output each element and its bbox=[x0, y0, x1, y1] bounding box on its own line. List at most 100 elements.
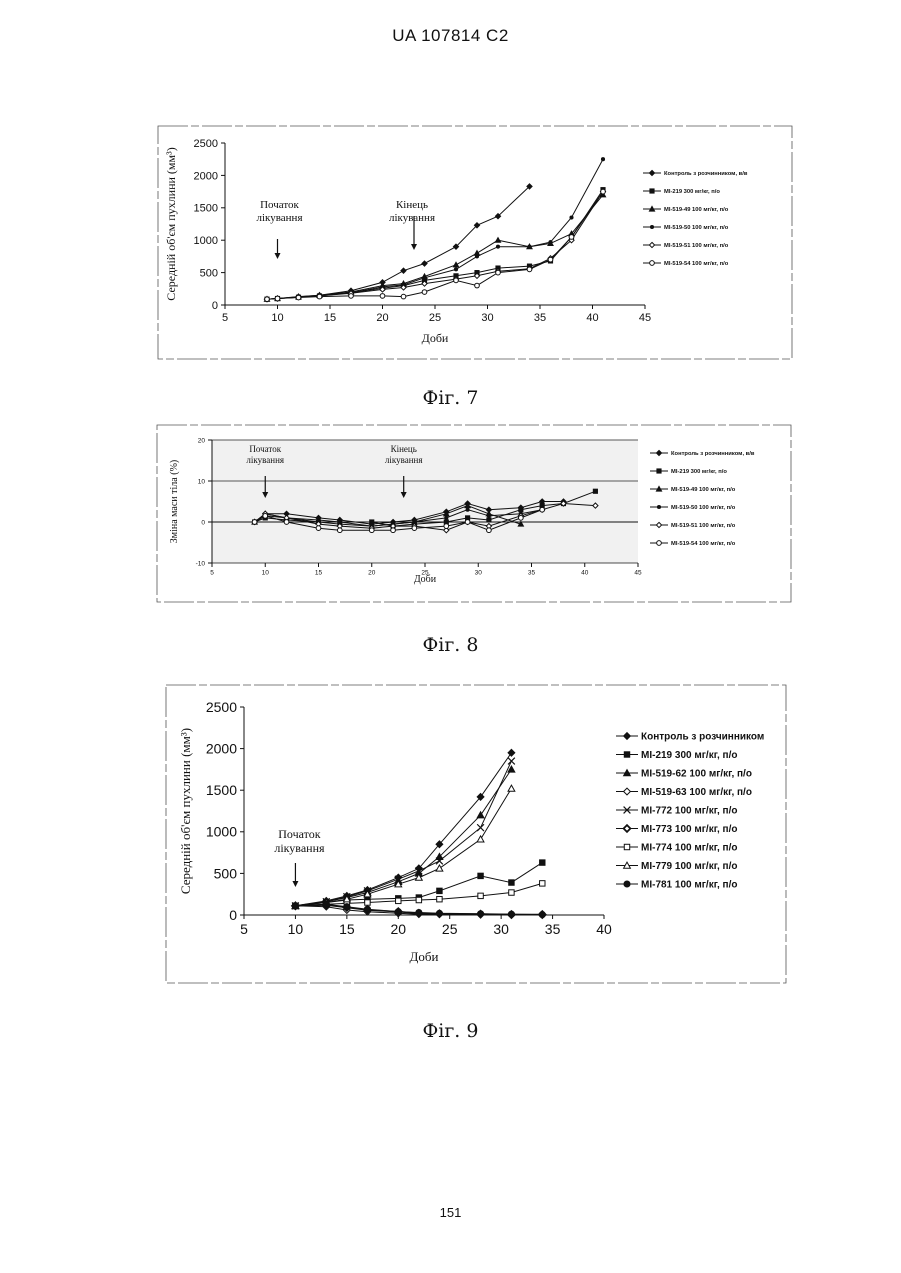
series-5 bbox=[292, 758, 515, 910]
legend-marker bbox=[624, 752, 629, 757]
legend-entry: МІ-779 100 мг/кг, п/о bbox=[616, 861, 737, 872]
data-point bbox=[275, 296, 280, 301]
series-5 bbox=[264, 189, 605, 302]
legend-marker bbox=[657, 505, 660, 508]
series-line bbox=[295, 761, 511, 906]
data-point bbox=[509, 890, 514, 895]
data-point bbox=[423, 276, 426, 279]
figure-7-chart: 0500100015002000250051015202530354045Доб… bbox=[0, 116, 901, 366]
y-tick-label: -10 bbox=[196, 560, 206, 567]
y-tick-label: 0 bbox=[201, 519, 205, 526]
legend-marker bbox=[657, 541, 662, 546]
legend-entry: Контроль з розчинником, в/в bbox=[650, 450, 755, 457]
data-point bbox=[454, 268, 457, 271]
legend-entry: МІ-519-50 100 мг/кг, п/о bbox=[650, 505, 736, 511]
legend-label: МІ-519-54 100 мг/кг, п/о bbox=[671, 541, 736, 547]
data-point bbox=[508, 749, 515, 756]
data-point bbox=[487, 528, 492, 533]
legend-label: МІ-519-51 100 мг/кг, п/о bbox=[671, 523, 736, 529]
data-point bbox=[570, 216, 573, 219]
series-2 bbox=[265, 188, 605, 302]
legend-entry: Контроль з розчинником bbox=[616, 732, 764, 743]
legend-label: МІ-519-50 100 мг/кг, п/о bbox=[671, 505, 736, 511]
y-axis-label: Зміна маси тіла (%) bbox=[169, 460, 180, 543]
data-point bbox=[292, 903, 298, 909]
data-point bbox=[401, 268, 406, 273]
y-tick-label: 2000 bbox=[206, 741, 237, 757]
x-tick-label: 5 bbox=[210, 570, 214, 577]
data-point bbox=[540, 881, 545, 886]
legend-entry: МІ-219 300 мг/кг, п/о bbox=[616, 750, 737, 761]
x-tick-label: 30 bbox=[481, 312, 493, 324]
data-point bbox=[478, 893, 483, 898]
data-point bbox=[364, 906, 370, 912]
x-tick-label: 15 bbox=[315, 570, 323, 577]
data-point bbox=[437, 888, 442, 893]
annotation-text: Початок bbox=[249, 444, 281, 454]
annotation-text: Початок bbox=[278, 827, 320, 841]
data-point bbox=[487, 518, 491, 522]
y-tick-label: 20 bbox=[198, 437, 206, 444]
x-tick-label: 15 bbox=[339, 921, 355, 937]
legend-entry: МІ-519-63 100 мг/кг, п/о bbox=[616, 787, 752, 798]
legend-label: МІ-773 100 мг/кг, п/о bbox=[641, 824, 737, 835]
y-tick-label: 10 bbox=[198, 478, 206, 485]
series-6 bbox=[265, 189, 606, 301]
legend-label: МІ-219 300 мг/кг, п/о bbox=[664, 189, 720, 195]
legend-entry: МІ-219 300 мг/кг, п/о bbox=[643, 189, 720, 195]
data-point bbox=[412, 526, 417, 531]
legend-label: МІ-519-50 100 мг/кг, п/о bbox=[664, 225, 729, 231]
x-tick-label: 20 bbox=[390, 921, 406, 937]
legend-entry: Контроль з розчинником, в/в bbox=[643, 170, 748, 177]
legend-label: МІ-519-51 100 мг/кг, п/о bbox=[664, 243, 729, 249]
legend-label: МІ-519-54 100 мг/кг, п/о bbox=[664, 261, 729, 267]
data-point bbox=[284, 520, 289, 525]
data-point bbox=[316, 526, 321, 531]
series-3 bbox=[264, 192, 605, 301]
legend-entry: МІ-519-54 100 мг/кг, п/о bbox=[650, 541, 736, 547]
y-tick-label: 500 bbox=[200, 267, 218, 279]
x-tick-label: 25 bbox=[442, 921, 458, 937]
series-line bbox=[295, 789, 511, 906]
annotation-text: лікування bbox=[389, 212, 435, 224]
data-point bbox=[416, 897, 421, 902]
legend-entry: МІ-219 300 мг/кг, п/о bbox=[650, 469, 727, 475]
annotation-text: лікування bbox=[385, 455, 423, 465]
figure-9-chart: 05001000150020002500510152025303540ДобиС… bbox=[0, 680, 901, 990]
legend-marker bbox=[649, 242, 654, 247]
data-point bbox=[475, 283, 480, 288]
legend-label: МІ-779 100 мг/кг, п/о bbox=[641, 861, 737, 872]
x-axis-label: Доби bbox=[414, 574, 437, 585]
legend-entry: МІ-774 100 мг/кг, п/о bbox=[616, 843, 737, 854]
legend-marker bbox=[624, 844, 629, 849]
x-tick-label: 10 bbox=[271, 312, 283, 324]
legend-entry: МІ-773 100 мг/кг, п/о bbox=[616, 824, 737, 835]
y-axis-label: Середній об'єм пухлини (мм³) bbox=[164, 147, 178, 300]
data-point bbox=[369, 528, 374, 533]
data-point bbox=[548, 257, 553, 262]
x-tick-label: 30 bbox=[475, 570, 483, 577]
data-point bbox=[487, 514, 490, 517]
legend-label: Контроль з розчинником, в/в bbox=[664, 171, 748, 177]
data-point bbox=[539, 912, 545, 918]
annotation-arrow bbox=[275, 239, 281, 259]
data-point bbox=[527, 267, 532, 272]
x-tick-label: 25 bbox=[429, 312, 441, 324]
legend-label: Контроль з розчинником bbox=[641, 732, 764, 743]
legend-label: МІ-772 100 мг/кг, п/о bbox=[641, 806, 737, 817]
x-tick-label: 45 bbox=[634, 570, 642, 577]
data-point bbox=[508, 911, 514, 917]
data-point bbox=[437, 896, 442, 901]
data-point bbox=[549, 241, 552, 244]
legend-entry: МІ-519-49 100 мг/кг, п/о bbox=[650, 486, 736, 493]
data-point bbox=[380, 294, 385, 299]
legend-marker bbox=[650, 189, 654, 193]
legend-marker bbox=[649, 206, 654, 211]
legend-entry: МІ-519-50 100 мг/кг, п/о bbox=[643, 225, 729, 231]
data-point bbox=[391, 528, 396, 533]
data-point bbox=[422, 290, 427, 295]
legend-label: МІ-519-49 100 мг/кг, п/о bbox=[671, 487, 736, 493]
legend-entry: МІ-772 100 мг/кг, п/о bbox=[616, 806, 737, 817]
legend-marker bbox=[624, 788, 631, 795]
data-point bbox=[528, 245, 531, 248]
